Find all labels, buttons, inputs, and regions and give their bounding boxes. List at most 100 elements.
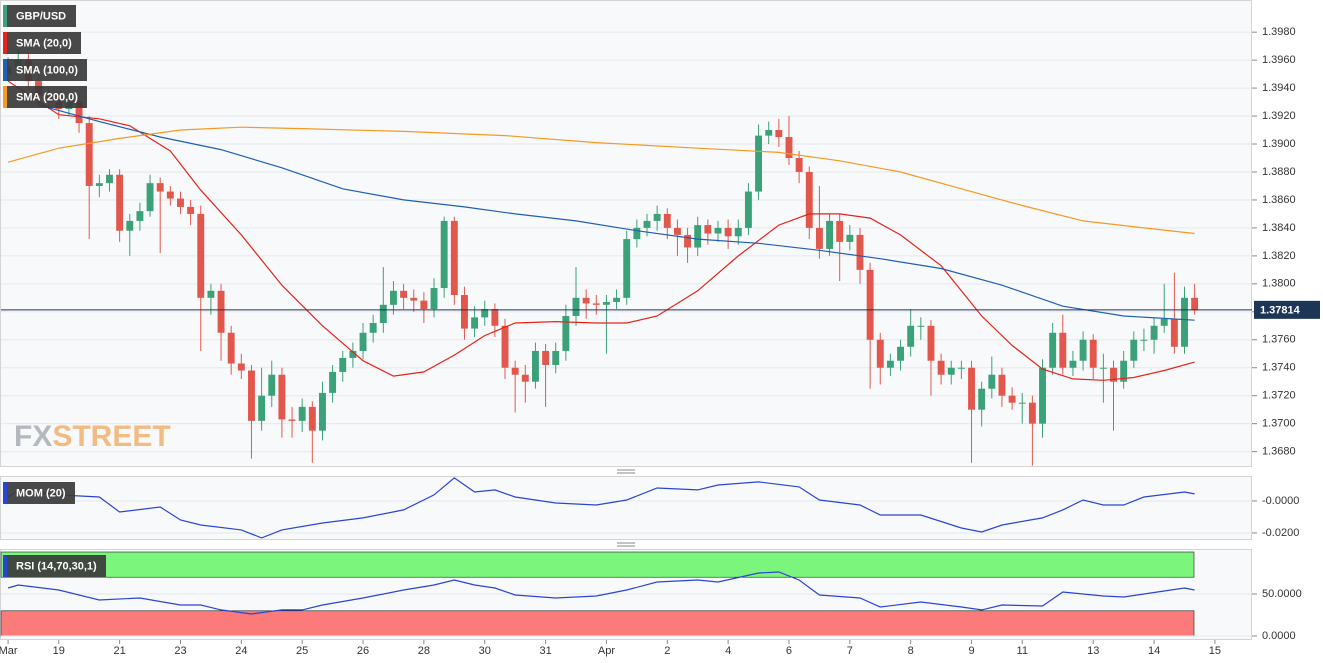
last-price-label: 1.37814 — [1260, 305, 1301, 317]
candle-body — [552, 350, 560, 365]
x-tick-label: 2 — [664, 645, 670, 657]
x-tick-label: 9 — [968, 645, 974, 657]
candle-body — [714, 227, 722, 234]
candle-body — [846, 234, 854, 242]
candle-body — [197, 213, 205, 298]
legend-label: SMA (100,0) — [16, 64, 78, 76]
y-tick-label: -0.0200 — [1262, 527, 1299, 539]
candle-body — [927, 325, 935, 361]
mom-panel — [0, 476, 1252, 540]
candle-body — [390, 290, 397, 305]
legend-swatch — [3, 32, 7, 54]
candle-body — [592, 303, 600, 305]
legend-swatch — [3, 5, 7, 27]
x-tick-label: 14 — [1148, 645, 1160, 657]
x-tick-label: 11 — [1017, 645, 1028, 657]
candle-body — [826, 220, 833, 249]
panel-handle — [617, 469, 635, 547]
candle-body — [1150, 325, 1158, 340]
y-tick-label: 1.3920 — [1262, 110, 1296, 122]
candle-body — [95, 183, 103, 186]
x-tick-label: 26 — [357, 645, 369, 657]
candle-body — [349, 350, 357, 358]
candle-body — [805, 171, 813, 228]
y-tick-label: 1.3860 — [1262, 194, 1296, 206]
candle-body — [106, 174, 113, 184]
legend-item: RSI (14,70,30,1) — [3, 555, 106, 577]
candle-body — [1089, 339, 1097, 368]
main-panel — [0, 0, 1252, 467]
candle-body — [308, 406, 316, 431]
candle-body — [633, 227, 641, 240]
watermark-part: FX — [14, 420, 52, 453]
candle-body — [156, 183, 164, 192]
candle-body — [602, 302, 610, 305]
candle-body — [957, 367, 965, 369]
y-tick-label: 1.3680 — [1262, 446, 1296, 458]
legend-item: SMA (200,0) — [3, 86, 87, 108]
candle-body — [1059, 332, 1067, 368]
legend-box — [3, 86, 87, 108]
candle-body — [1160, 318, 1168, 326]
candle-body — [166, 191, 174, 199]
legend-box — [3, 59, 87, 81]
x-tick-label: 25 — [296, 645, 308, 657]
candle-body — [734, 227, 742, 237]
candle-body — [1008, 395, 1016, 403]
y-tick-label: 1.3900 — [1262, 138, 1296, 150]
candle-body — [1099, 367, 1107, 369]
y-tick-label: 1.3700 — [1262, 418, 1296, 430]
candle-body — [298, 406, 306, 421]
candle-body — [886, 360, 894, 368]
candle-body — [998, 374, 1006, 396]
y-tick-label: 1.3980 — [1262, 26, 1296, 38]
watermark-part: STREET — [52, 420, 170, 453]
candle-body — [785, 137, 793, 158]
candle-body — [856, 234, 864, 270]
candle-body — [329, 371, 337, 393]
band — [0, 551, 1195, 578]
candle-body — [410, 297, 418, 301]
line-series — [7, 571, 1195, 615]
candle-body — [248, 370, 255, 421]
legend-item: MOM (20) — [3, 482, 75, 504]
candle-body — [744, 191, 752, 228]
candle-body — [1120, 360, 1128, 382]
candle-body — [968, 367, 975, 410]
candle-body — [947, 367, 955, 375]
legend-item: GBP/USD — [3, 5, 76, 27]
candle-body — [623, 239, 631, 298]
candle-body — [724, 227, 732, 237]
candle-body — [653, 213, 661, 221]
y-tick-label: 0.0000 — [1262, 630, 1296, 642]
candle-body — [359, 332, 367, 351]
candle-body — [481, 309, 489, 318]
legend-box — [3, 5, 76, 27]
x-tick-label: 21 — [114, 645, 126, 657]
legend-swatch — [3, 86, 7, 108]
legend-label: SMA (200,0) — [16, 91, 78, 103]
candle-body — [237, 363, 245, 371]
candle-body — [1049, 332, 1057, 368]
candle-body — [511, 367, 519, 375]
candle-body — [1039, 367, 1046, 424]
candle-body — [1110, 367, 1117, 382]
candle-body — [207, 290, 215, 298]
x-tick-label: 30 — [479, 645, 491, 657]
candle-body — [187, 206, 195, 214]
candle-body — [288, 419, 296, 421]
legend-label: RSI (14,70,30,1) — [16, 560, 97, 572]
watermark: FXSTREET — [14, 420, 171, 453]
candle-body — [1130, 339, 1138, 361]
candle-body — [1170, 318, 1178, 347]
candle-body — [755, 135, 763, 192]
candle-body — [836, 220, 844, 242]
candle-body — [440, 220, 448, 289]
y-tick-label: 1.3820 — [1262, 250, 1296, 262]
candle-body — [420, 300, 428, 310]
candle-body — [775, 130, 783, 138]
candle-body — [917, 325, 925, 327]
x-tick-label: 8 — [908, 645, 914, 657]
candle-body — [75, 102, 83, 124]
